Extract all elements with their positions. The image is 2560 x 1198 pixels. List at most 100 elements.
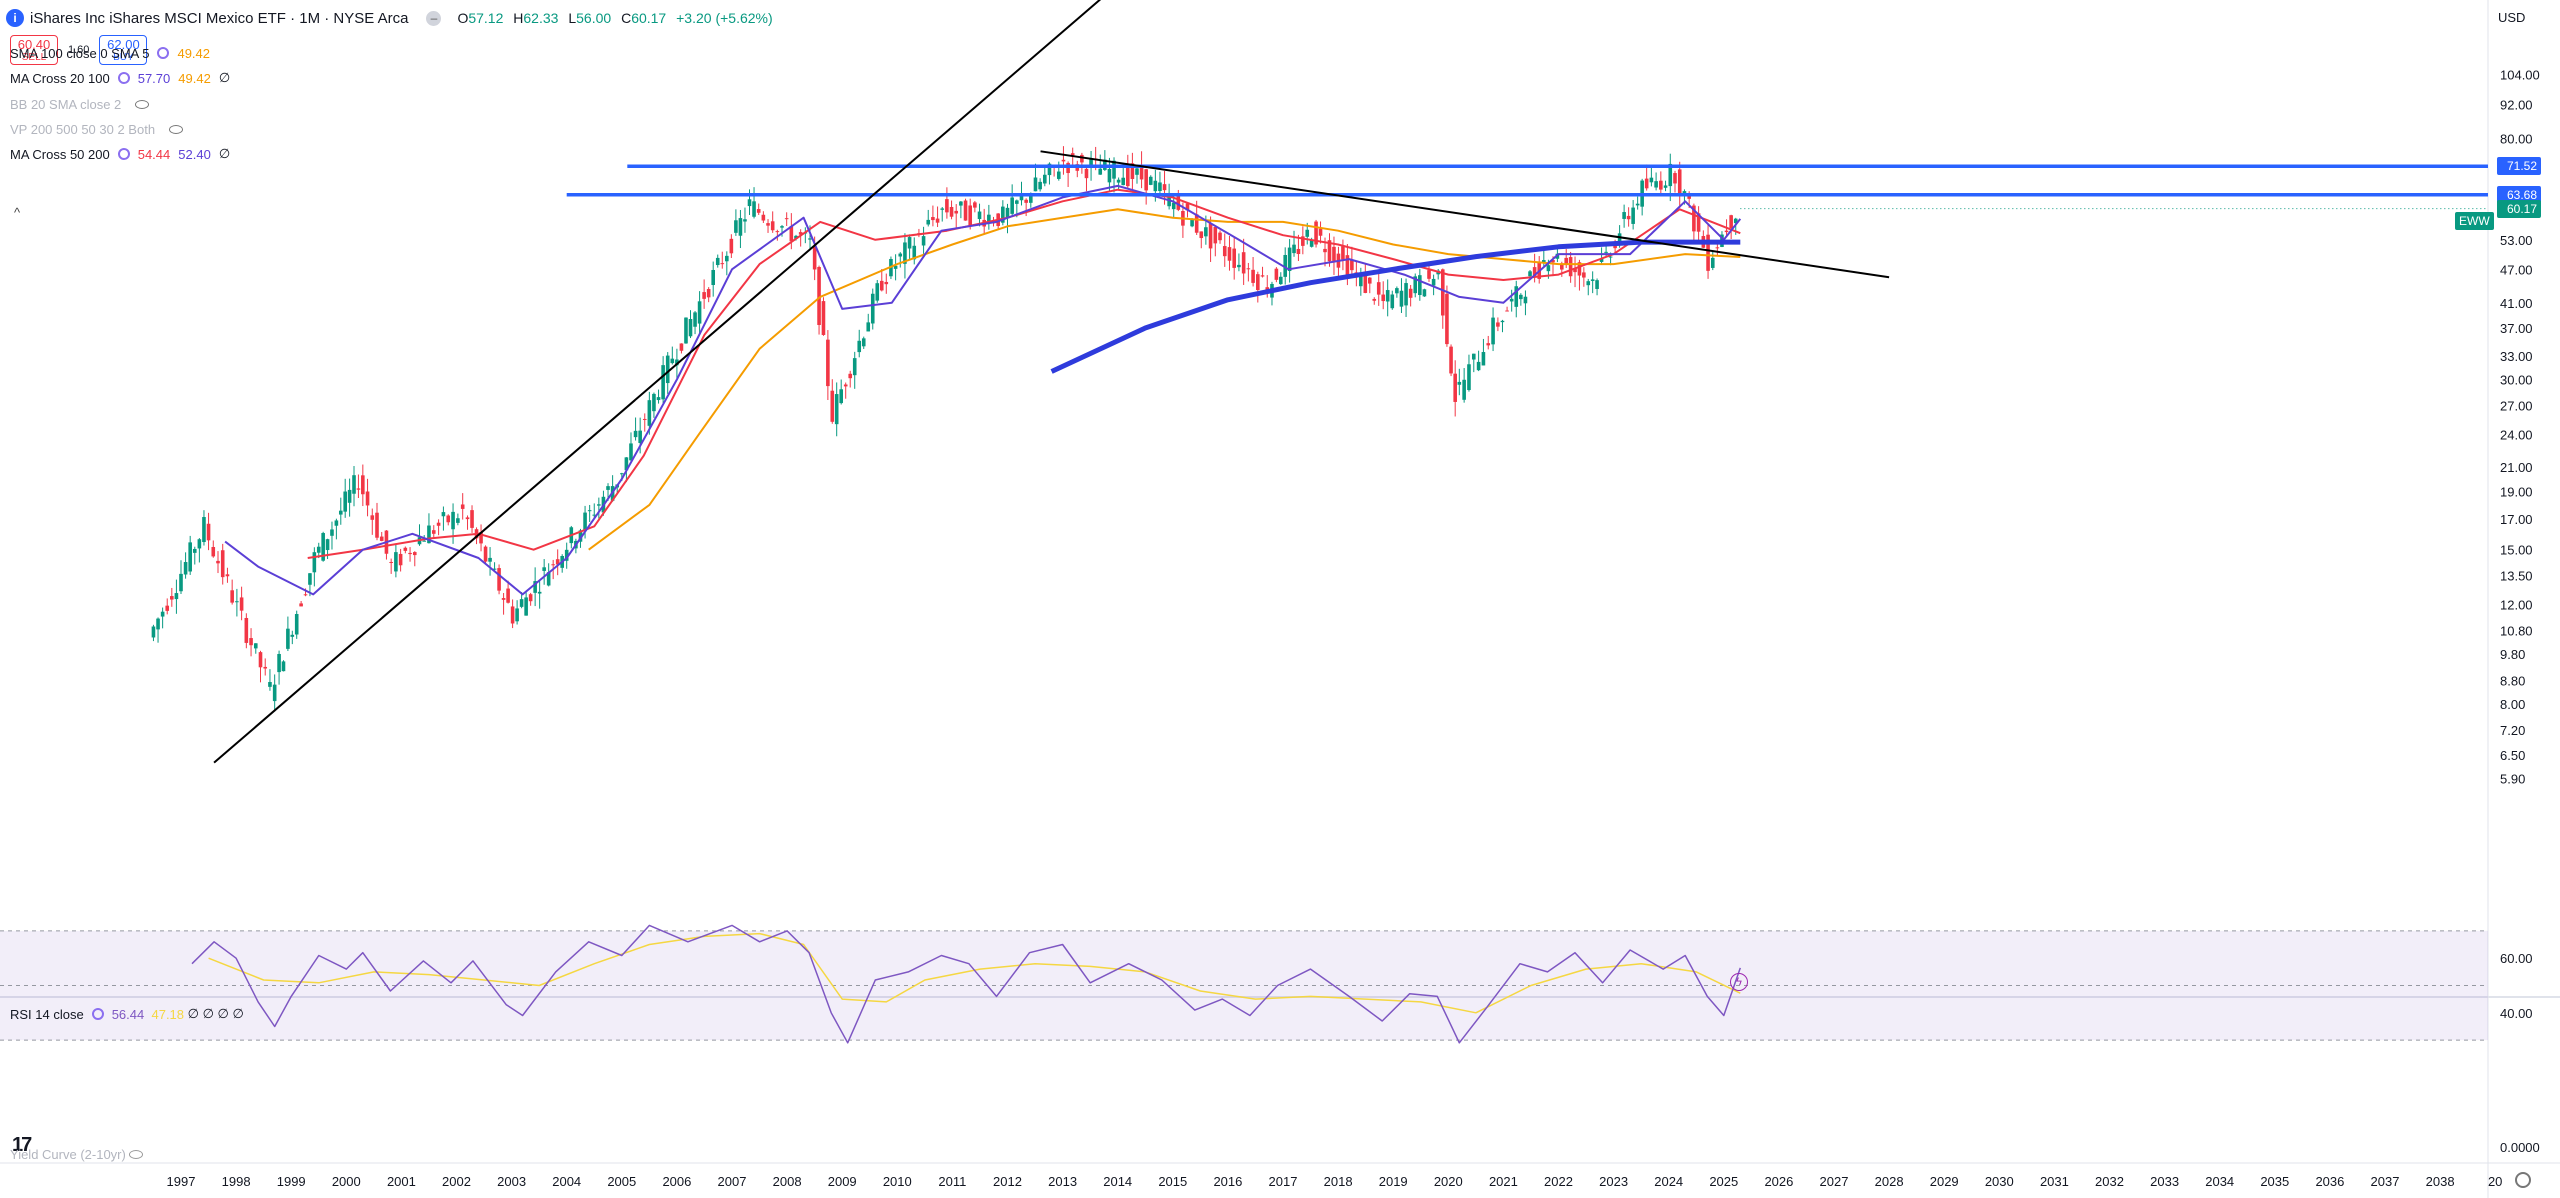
candle-body [436,522,441,526]
rsi-line [191,924,1742,1044]
candle-body [1274,268,1279,280]
candle-body [235,601,239,603]
candle-body [352,475,356,494]
buy-button[interactable]: 62.00 BUY [99,35,148,65]
candle-body [884,281,889,285]
candle-body [1677,169,1682,196]
candle-body [1107,168,1112,183]
candle-body [1363,274,1368,293]
candle-body [624,457,629,471]
rsi-value: 56.44 [111,1006,145,1022]
collapse-legend-chevron-icon[interactable]: ^ [14,205,21,220]
candle-body [597,504,601,506]
candle-body [857,340,862,353]
candle-body [789,226,794,242]
price-tick-label: 7.20 [2500,723,2525,738]
candle-body [533,581,537,593]
indicator-tail: ∅ [218,70,231,85]
candle-body [1422,289,1427,297]
sma-100-line [588,208,1741,551]
time-tick-label: 2022 [1544,1174,1573,1189]
currency-label[interactable]: USD [2498,10,2526,25]
candle-body [1256,274,1260,291]
price-tick-label: 27.00 [2500,398,2533,413]
candle-body [1496,322,1500,327]
indicator-legend-row[interactable]: BB 20 SMA close 2 [10,95,150,113]
settings-circle-icon[interactable] [117,148,130,160]
candle-body [1042,174,1047,184]
indicator-legend-row[interactable]: SMA 100 close 0 SMA 5 49.42 [10,44,218,62]
candle-body [794,235,798,239]
tradingview-logo-icon[interactable]: 17 [12,1134,32,1156]
candle-body [1350,259,1354,271]
candle-body [1528,271,1532,277]
candle-body [715,257,720,266]
time-tick-label: 2027 [1820,1174,1849,1189]
candle-body [1199,231,1204,239]
candle-body [408,552,412,555]
candle-body [1481,352,1486,366]
candle-body [1724,230,1729,233]
indicator-legend-row[interactable]: MA Cross 20 100 57.70 49.42 ∅ [10,69,230,87]
candle-body [1500,320,1505,323]
time-tick-label: 2036 [2315,1174,2344,1189]
candle-body [1696,213,1701,232]
candle-body [752,201,756,217]
time-tick-label: 2003 [497,1174,526,1189]
candle-body [1440,269,1445,316]
candle-body [1019,194,1024,201]
indicator-tail: ∅ [218,146,231,161]
price-tick-label: 19.00 [2500,485,2533,500]
candle-body [290,634,295,637]
candle-body [497,568,501,591]
candle-body [286,628,290,649]
price-tick-label: 104.00 [2500,67,2540,82]
candle-body [578,530,583,542]
time-tick-label: 2020 [1434,1174,1463,1189]
indicator-legend-row[interactable]: VP 200 500 50 30 2 Both [10,120,184,138]
candle-body [642,418,647,420]
candle-body [893,265,898,269]
settings-circle-icon[interactable] [91,1008,104,1020]
price-tick-label: 47.00 [2500,262,2533,277]
candle-body [1237,264,1241,268]
candle-body [1573,268,1577,273]
eye-hidden-icon[interactable] [135,99,150,109]
candle-body [325,539,330,551]
time-tick-label: 2026 [1764,1174,1793,1189]
candle-body [1112,160,1116,179]
collapse-minus-icon[interactable]: – [426,10,442,26]
candle-body [1098,168,1103,175]
settings-circle-icon[interactable] [157,47,170,59]
sell-button[interactable]: 60.40 SELL [10,35,58,65]
candle-body [1176,195,1181,210]
rsi-pane [191,924,1742,1044]
time-tick-label: 2006 [662,1174,691,1189]
candle-body [183,562,188,575]
eye-hidden-icon [129,1150,144,1159]
candle-body [940,208,945,210]
candle-body [294,614,299,635]
candle-body [179,573,183,592]
candle-body [1260,275,1265,277]
price-tick-label: 6.50 [2500,748,2525,763]
lightning-icon[interactable]: ϟ [1730,973,1748,991]
rsi-title: RSI 14 close [10,1006,84,1022]
settings-gear-icon[interactable] [2515,1172,2531,1188]
settings-circle-icon[interactable] [117,72,130,84]
indicator-legend-row[interactable]: MA Cross 50 200 54.44 52.40 ∅ [10,145,230,163]
symbol-title[interactable]: iShares Inc iShares MSCI Mexico ETF · 1M… [30,9,409,27]
indicator-value: 54.44 [137,146,171,162]
candle-body [398,553,403,566]
price-tick-label: 33.00 [2500,349,2533,364]
candle-body [665,355,670,384]
time-tick-label: 2037 [2371,1174,2400,1189]
price-tick-label: 30.00 [2500,373,2533,388]
eye-hidden-icon[interactable] [169,124,184,134]
candle-body [780,226,784,228]
candle-body [1213,226,1218,244]
candle-body [1367,277,1372,284]
candle-body [784,218,789,220]
candle-body [1327,240,1332,262]
